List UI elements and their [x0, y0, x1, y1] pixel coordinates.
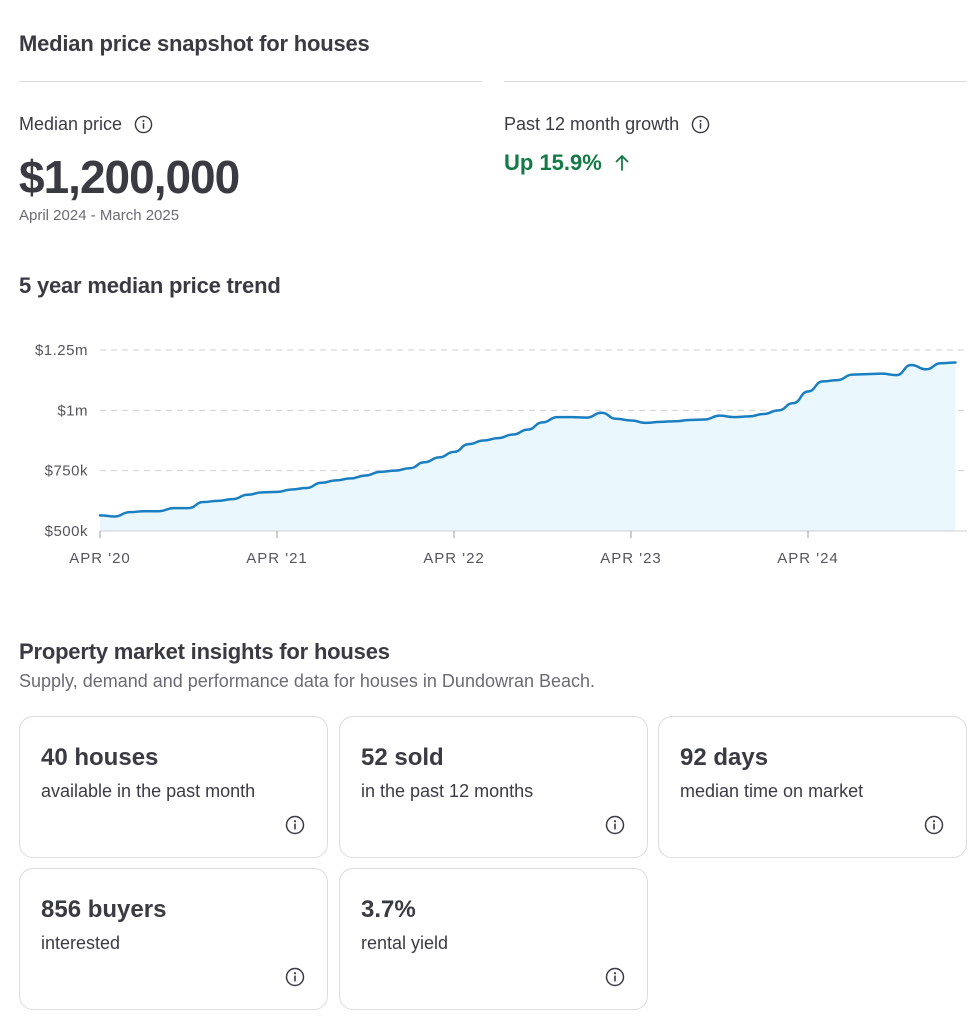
y-tick-label: $500k [45, 523, 88, 540]
x-tick-label: APR '23 [600, 550, 662, 567]
insight-card-rental-yield: 3.7% rental yield [339, 868, 648, 1010]
card-value: 856 buyers [41, 896, 167, 923]
trend-title: 5 year median price trend [19, 273, 281, 298]
x-tick-label: APR '24 [777, 550, 839, 567]
growth-label: Past 12 month growth [504, 114, 680, 134]
info-circle-icon[interactable] [605, 967, 625, 987]
card-value: 40 houses [41, 744, 159, 771]
y-tick-label: $1.25m [35, 342, 88, 359]
price-trend-chart: $1.25m $1m $750k $500k APR '20 APR '21 APR '2… [35, 342, 967, 567]
median-price-label-row: Median price [19, 114, 153, 135]
snapshot-title: Median price snapshot for houses [19, 31, 370, 56]
arrow-up-icon [614, 154, 630, 172]
card-value: 92 days [680, 744, 769, 771]
insight-card-available: 40 houses available in the past month [19, 716, 328, 858]
card-description: rental yield [361, 933, 449, 953]
card-description: interested [41, 933, 121, 953]
growth-value-row: Up 15.9% [504, 150, 630, 176]
median-price-value: $1,200,000 [19, 151, 240, 203]
median-price-period: April 2024 - March 2025 [19, 207, 180, 224]
x-tick-label: APR '22 [423, 550, 485, 567]
y-tick-label: $750k [45, 463, 88, 480]
card-description: in the past 12 months [361, 781, 534, 801]
info-circle-icon[interactable] [691, 115, 710, 134]
growth-value: Up 15.9% [504, 150, 602, 175]
insight-card-days-on-market: 92 days median time on market [658, 716, 967, 858]
insights-subtitle: Supply, demand and performance data for … [19, 671, 596, 691]
x-tick-label: APR '20 [69, 550, 131, 567]
info-circle-icon[interactable] [924, 815, 944, 835]
price-area [100, 362, 956, 531]
card-value: 3.7% [361, 896, 416, 923]
growth-label-row: Past 12 month growth [504, 114, 710, 135]
y-tick-label: $1m [57, 402, 88, 419]
info-circle-icon[interactable] [134, 115, 153, 134]
card-description: median time on market [680, 781, 864, 801]
price-line [98, 361, 957, 518]
insight-card-buyers: 856 buyers interested [19, 868, 328, 1010]
card-description: available in the past month [41, 781, 256, 801]
info-circle-icon[interactable] [285, 815, 305, 835]
info-circle-icon[interactable] [285, 967, 305, 987]
divider-right [504, 81, 967, 82]
insights-title: Property market insights for houses [19, 639, 390, 664]
divider-left [19, 81, 482, 82]
info-circle-icon[interactable] [605, 815, 625, 835]
x-tick-label: APR '21 [246, 550, 308, 567]
median-price-label: Median price [19, 114, 123, 134]
insight-card-sold: 52 sold in the past 12 months [339, 716, 648, 858]
card-value: 52 sold [361, 744, 444, 771]
